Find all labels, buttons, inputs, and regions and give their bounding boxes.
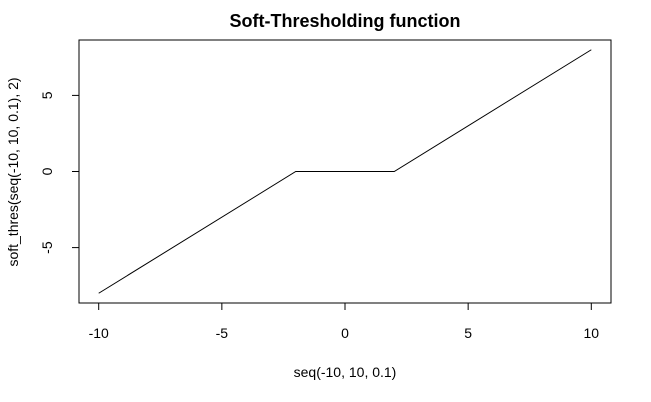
series-layer [98, 49, 592, 294]
x-tick-label: -10 [89, 325, 109, 341]
chart-title: Soft-Thresholding function [230, 11, 461, 31]
y-tick-label: 5 [39, 91, 55, 99]
y-tick-label: -5 [39, 241, 55, 254]
x-tick-label: 10 [584, 325, 600, 341]
x-axis-label: seq(-10, 10, 0.1) [294, 364, 397, 380]
x-tick-label: 5 [464, 325, 472, 341]
y-tick-label: 0 [39, 167, 55, 175]
x-axis: -10 -5 0 5 10 [89, 302, 600, 341]
x-tick-label: 0 [341, 325, 349, 341]
series-line [98, 49, 592, 294]
x-tick-label: -5 [216, 325, 229, 341]
y-axis-label: soft_thres(seq(-10, 10, 0.1), 2) [5, 77, 21, 266]
y-axis: -5 0 5 [39, 91, 80, 254]
